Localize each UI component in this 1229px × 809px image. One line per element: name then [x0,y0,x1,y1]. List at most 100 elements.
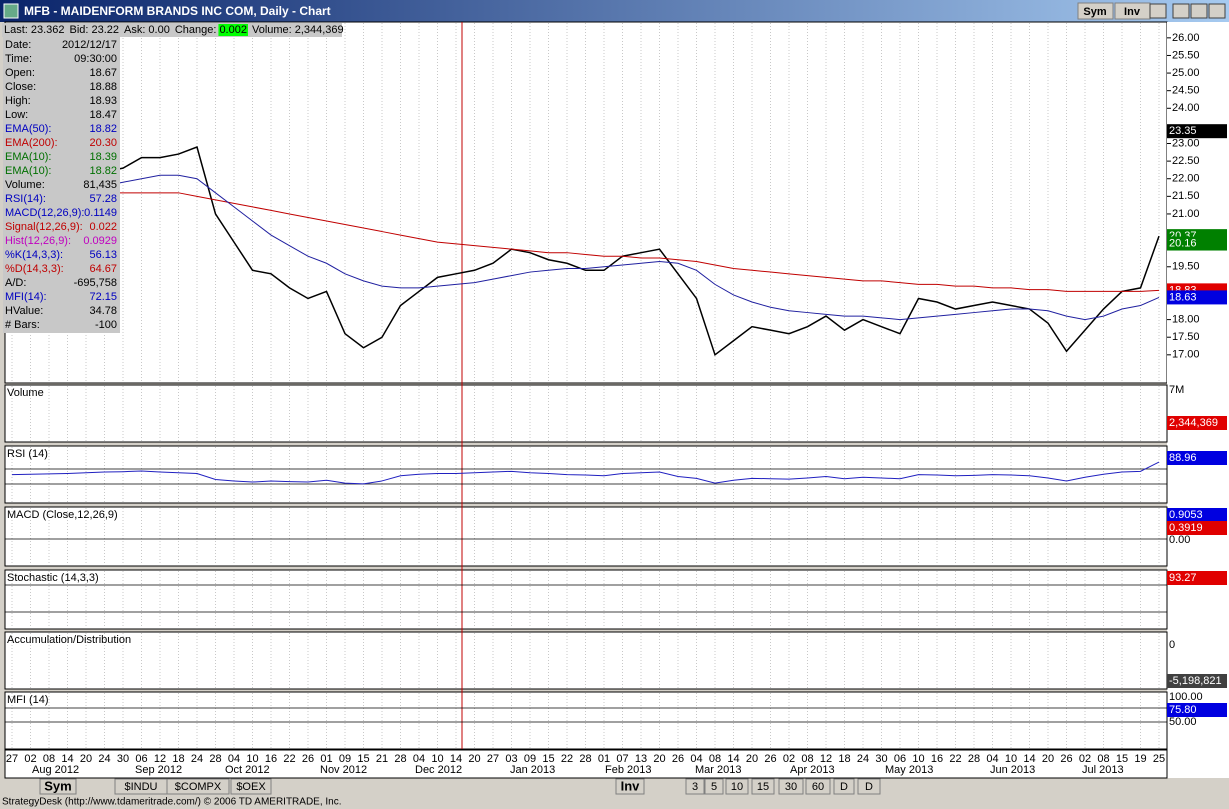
x-tick-label: 22 [949,753,961,765]
x-tick-label: 02 [1079,753,1091,765]
interval-tab[interactable] [833,778,855,795]
x-tick-label: 25 [1153,753,1165,765]
data-label: %D(14,3,3): [5,263,64,275]
symbol-tab[interactable] [39,778,77,795]
symbol-tab[interactable] [166,778,230,795]
data-value: -100 [95,319,117,331]
symbol-tab-label[interactable]: $COMPX [175,781,222,793]
y-tick-label: 26.00 [1172,32,1200,44]
title-button-label[interactable]: Inv [1124,6,1141,18]
value-marker [1167,508,1227,522]
panel-title: Accumulation/Distribution [7,634,131,646]
panel-title: Stochastic (14,3,3) [7,572,99,584]
y-tick-label: 17.00 [1172,349,1200,361]
x-tick-label: 18 [172,753,184,765]
panel-label: 0.00 [1169,534,1190,546]
x-tick-label: 10 [431,753,443,765]
right-axis [1167,22,1229,778]
value-marker [1167,703,1227,717]
data-value: 09:30:00 [74,53,117,65]
data-label: RSI(14): [5,193,46,205]
y-tick-label: 22.50 [1172,155,1200,167]
interval-tab-label[interactable]: 3 [692,781,698,793]
x-tick-label: 14 [61,753,73,765]
y-tick-label: 25.00 [1172,67,1200,79]
quote-value: 23.22 [91,24,119,36]
interval-tab[interactable] [778,778,804,795]
interval-tab[interactable] [615,778,645,795]
price-marker [1167,124,1227,139]
data-value: 81,435 [83,179,117,191]
x-tick-label: 26 [1060,753,1072,765]
data-value: 18.67 [89,67,117,79]
indicator-panel [4,569,1168,630]
interval-tab[interactable] [685,778,705,795]
x-tick-label: 02 [24,753,36,765]
data-label: MACD(12,26,9): [5,207,84,219]
y-tick-label: 23.00 [1172,137,1200,149]
symbol-tab-label[interactable]: $OEX [236,781,266,793]
data-value: 64.67 [89,263,117,275]
y-tick-label: 22.00 [1172,173,1200,185]
interval-tab[interactable] [725,778,749,795]
interval-tab-label[interactable]: D [865,781,873,793]
symbol-tab[interactable] [230,778,272,795]
quote-label: Volume: [252,24,292,36]
month-label: Jul 2013 [1082,764,1124,776]
interval-tab[interactable] [751,778,775,795]
price-panel [4,21,1168,384]
interval-tab[interactable] [704,778,724,795]
x-tick-label: 14 [1023,753,1035,765]
title-button-label[interactable]: Sym [1083,6,1106,18]
interval-tab-label[interactable]: 30 [785,781,797,793]
y-tick-label: 24.00 [1172,102,1200,114]
data-value: 18.82 [89,165,117,177]
interval-tab-label[interactable]: D [840,781,848,793]
x-tick-label: 04 [690,753,702,765]
interval-tab-label[interactable]: 60 [812,781,824,793]
quote-value: 2,344,369 [295,24,344,36]
title-button[interactable] [1077,2,1114,20]
x-tick-label: 24 [191,753,203,765]
interval-tab-label[interactable]: Inv [621,778,641,793]
app-icon [3,3,19,19]
data-value: 18.82 [89,123,117,135]
x-tick-label: 18 [838,753,850,765]
window-control[interactable] [1190,3,1208,19]
x-tick-label: 14 [450,753,462,765]
month-label: Apr 2013 [790,764,835,776]
x-tick-label: 13 [635,753,647,765]
y-tick-label: 24.50 [1172,85,1200,97]
x-tick-label: 10 [912,753,924,765]
x-tick-label: 26 [302,753,314,765]
x-tick-label: 22 [283,753,295,765]
x-tick-label: 04 [228,753,240,765]
interval-tab-label[interactable]: 15 [757,781,769,793]
panel-label: 0.9053 [1169,509,1203,521]
value-marker [1167,416,1227,430]
window-control[interactable] [1149,3,1167,19]
data-value: 0.1149 [84,207,117,219]
data-label: Signal(12,26,9): [5,221,83,233]
window-control[interactable] [1172,3,1190,19]
quote-value: 23.362 [31,24,65,36]
x-tick-label: 01 [598,753,610,765]
month-label: Aug 2012 [32,764,79,776]
y-tick-label: 21.00 [1172,208,1200,220]
interval-tab-label[interactable]: 5 [711,781,717,793]
symbol-tab-label[interactable]: Sym [44,778,71,793]
window-control[interactable] [1208,3,1226,19]
interval-tab[interactable] [857,778,881,795]
symbol-tab-label[interactable]: $INDU [124,781,157,793]
x-tick-label: 28 [209,753,221,765]
interval-tab[interactable] [805,778,831,795]
x-tick-label: 08 [1097,753,1109,765]
x-tick-label: 20 [80,753,92,765]
interval-tab-label[interactable]: 10 [731,781,743,793]
panel-label: 0 [1169,639,1175,651]
y-tick-label: 19.50 [1172,261,1200,273]
quote-label: Bid: [70,24,89,36]
x-tick-label: 12 [154,753,166,765]
x-tick-label: 04 [413,753,425,765]
x-tick-label: 20 [468,753,480,765]
